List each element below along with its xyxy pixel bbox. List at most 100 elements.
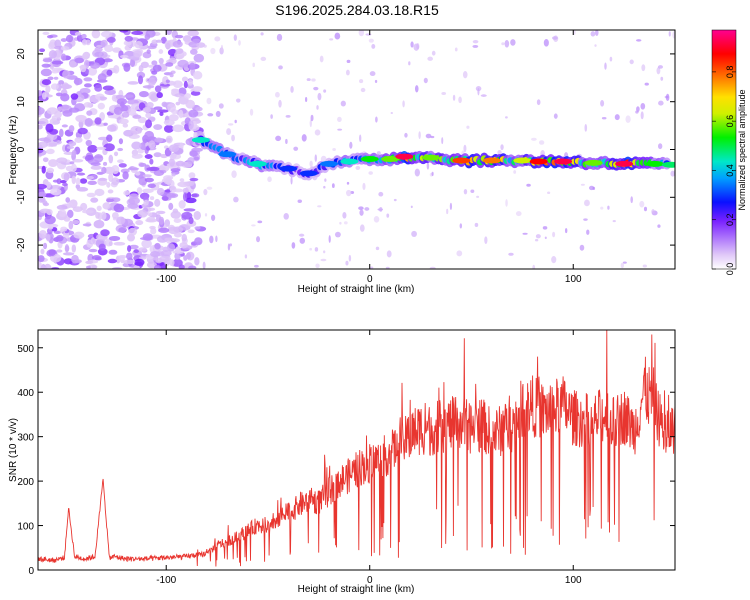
noise-blob (459, 223, 463, 229)
noise-blob (69, 60, 77, 68)
noise-blob (196, 42, 206, 48)
noise-blob (190, 48, 198, 55)
noise-blob (193, 53, 205, 63)
colorbar-tick-label: 0.0 (725, 263, 735, 276)
noise-blob (334, 32, 341, 40)
noise-blob (76, 34, 83, 42)
noise-blob (298, 233, 305, 237)
noise-blob (68, 107, 80, 113)
noise-blob (79, 178, 88, 184)
noise-blob (140, 61, 149, 69)
noise-blob (111, 94, 118, 102)
noise-blob (425, 133, 432, 139)
noise-blob (164, 257, 170, 267)
noise-blob (40, 248, 45, 255)
y-tick-label: 0 (28, 566, 34, 577)
noise-blob (474, 222, 479, 227)
ridge-peak (191, 136, 210, 143)
ridge-peak (421, 154, 440, 161)
noise-blob (358, 30, 365, 37)
ridge-peak (248, 160, 267, 167)
noise-blob (103, 143, 115, 152)
noise-blob (153, 106, 163, 111)
noise-blob (149, 196, 155, 201)
noise-blob (58, 80, 65, 85)
noise-blob (362, 182, 366, 191)
colorbar-tick-label: 0.4 (725, 164, 735, 177)
noise-blob (349, 141, 353, 149)
colorbar-tick-label: 0.6 (725, 115, 735, 128)
noise-blob (175, 101, 181, 106)
noise-blob (441, 137, 444, 145)
noise-blob (565, 228, 568, 234)
noise-blob (154, 242, 161, 250)
noise-blob (81, 33, 87, 39)
noise-blob (86, 239, 94, 248)
noise-blob (505, 199, 508, 207)
noise-blob (542, 226, 548, 230)
noise-blob (256, 236, 261, 243)
noise-blob (551, 256, 557, 264)
noise-blob (304, 96, 308, 103)
noise-blob (249, 108, 254, 116)
noise-blob (501, 42, 505, 46)
noise-blob (152, 64, 162, 72)
noise-blob (92, 49, 103, 58)
spectrogram-x-ticks: -100 0 100 (156, 30, 582, 285)
noise-blob (182, 35, 192, 43)
noise-blob (41, 92, 47, 100)
noise-blob (635, 110, 639, 114)
noise-blob (90, 197, 99, 203)
noise-blob (334, 231, 341, 238)
noise-blob (233, 196, 239, 203)
noise-blob (38, 141, 48, 148)
noise-blob (590, 31, 596, 37)
noise-blob (84, 117, 93, 127)
noise-blob (149, 158, 154, 165)
noise-blob (668, 31, 671, 37)
noise-blob (584, 124, 588, 132)
noise-blob (173, 226, 184, 233)
noise-blob (161, 101, 168, 108)
noise-blob (472, 40, 479, 44)
noise-blob (137, 209, 148, 218)
noise-blob (147, 183, 156, 189)
noise-blob (62, 182, 68, 187)
noise-blob (317, 205, 322, 208)
noise-blob (60, 179, 67, 184)
noise-blob (614, 114, 620, 121)
noise-blob (157, 109, 169, 113)
noise-blob (410, 41, 414, 48)
colorbar-ticks: 0.0 0.2 0.4 0.6 0.8 (712, 66, 736, 276)
noise-blob (600, 206, 604, 210)
noise-blob (231, 134, 235, 142)
noise-blob (656, 67, 661, 75)
noise-blob (87, 144, 98, 153)
noise-blob (477, 87, 480, 96)
noise-blob (644, 82, 649, 86)
noise-blob (129, 244, 139, 250)
noise-blob (260, 56, 267, 61)
noise-blob (175, 48, 184, 55)
noise-blob (138, 162, 147, 167)
noise-blob (315, 263, 320, 269)
noise-blob (193, 210, 202, 220)
noise-blob (63, 172, 70, 182)
noise-blob (93, 219, 105, 229)
noise-blob (144, 154, 153, 159)
noise-blob (636, 39, 642, 42)
noise-blob (359, 224, 365, 232)
noise-blob (106, 181, 111, 188)
noise-blob (463, 144, 467, 153)
noise-blob (181, 76, 189, 83)
noise-blob (83, 83, 92, 88)
noise-blob (131, 153, 143, 159)
noise-blob (146, 167, 158, 172)
noise-blob (175, 246, 181, 254)
noise-blob (306, 78, 311, 82)
noise-blob (466, 125, 470, 129)
noise-blob (86, 192, 96, 198)
noise-blob (182, 187, 189, 194)
noise-blob (85, 260, 94, 265)
noise-blob (101, 30, 113, 38)
